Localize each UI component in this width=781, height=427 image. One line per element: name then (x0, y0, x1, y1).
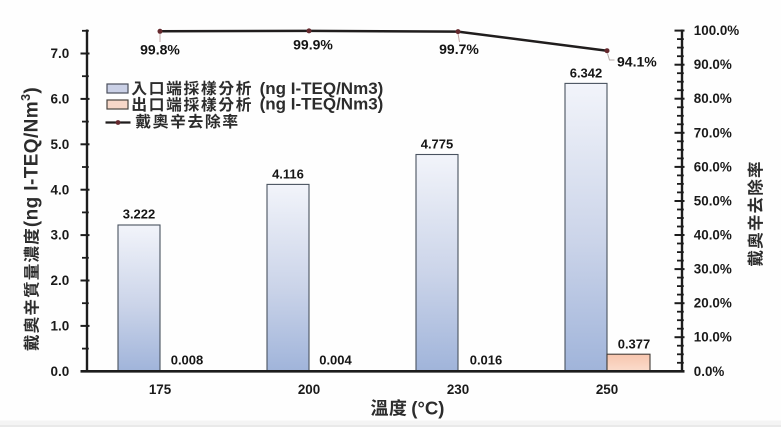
svg-text:99.8%: 99.8% (140, 42, 180, 58)
svg-text:0.377: 0.377 (618, 336, 651, 351)
svg-text:250: 250 (596, 382, 618, 397)
svg-text:0.008: 0.008 (171, 352, 204, 367)
svg-text:175: 175 (149, 382, 172, 397)
svg-text:4.0: 4.0 (51, 182, 70, 197)
svg-text:230: 230 (447, 382, 469, 397)
svg-text:1.0: 1.0 (51, 319, 70, 334)
svg-text:0.004: 0.004 (319, 352, 352, 367)
svg-text:10.0%: 10.0% (694, 330, 732, 345)
svg-text:7.0: 7.0 (51, 46, 70, 61)
svg-text:60.0%: 60.0% (694, 159, 732, 174)
svg-text:5.0: 5.0 (51, 137, 70, 152)
svg-text:6.0: 6.0 (51, 92, 70, 107)
svg-text:99.7%: 99.7% (439, 41, 479, 57)
svg-text:99.9%: 99.9% (293, 37, 333, 53)
svg-text:4.775: 4.775 (421, 136, 454, 151)
svg-text:40.0%: 40.0% (694, 228, 732, 243)
svg-text:3.222: 3.222 (123, 207, 156, 222)
svg-text:94.1%: 94.1% (617, 54, 657, 70)
svg-text:200: 200 (298, 382, 320, 397)
svg-text:0.016: 0.016 (470, 352, 503, 367)
svg-text:2.0: 2.0 (51, 273, 70, 288)
svg-text:0.0%: 0.0% (694, 364, 725, 379)
svg-text:(ng I-TEQ/Nm3): (ng I-TEQ/Nm3) (260, 94, 384, 113)
svg-text:30.0%: 30.0% (694, 262, 732, 277)
svg-text:80.0%: 80.0% (694, 91, 732, 106)
svg-text:(ng I-TEQ/Nm3): (ng I-TEQ/Nm3) (260, 79, 384, 98)
svg-text:4.116: 4.116 (272, 166, 304, 181)
svg-text:100.0%: 100.0% (694, 23, 740, 38)
svg-text:50.0%: 50.0% (694, 194, 732, 209)
svg-text:70.0%: 70.0% (694, 125, 732, 140)
svg-text:20.0%: 20.0% (694, 296, 732, 311)
svg-text:3.0: 3.0 (51, 228, 70, 243)
svg-text:6.342: 6.342 (570, 65, 603, 80)
svg-text:90.0%: 90.0% (694, 57, 732, 72)
svg-text:0.0: 0.0 (51, 364, 70, 379)
svg-text:(°C): (°C) (411, 398, 444, 419)
svg-text:(ng I-TEQ/Nm3): (ng I-TEQ/Nm3) (19, 87, 43, 227)
